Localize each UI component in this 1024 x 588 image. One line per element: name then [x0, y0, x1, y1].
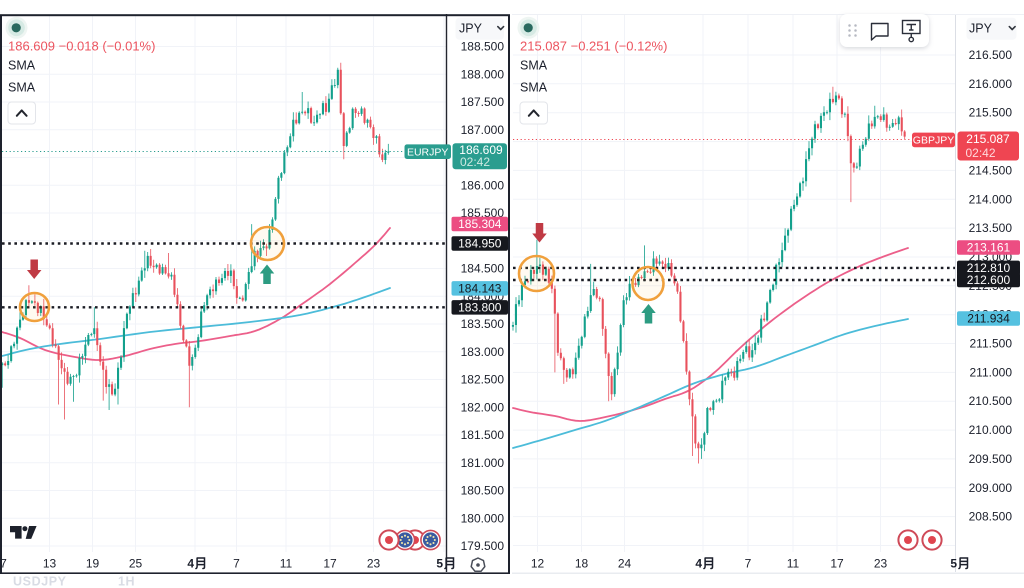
svg-text:213.161: 213.161	[967, 241, 1011, 255]
svg-text:JPY: JPY	[459, 22, 483, 36]
svg-text:181.000: 181.000	[461, 456, 505, 470]
svg-text:214.000: 214.000	[969, 192, 1013, 206]
svg-text:EURJPY: EURJPY	[407, 146, 448, 158]
svg-text:184.500: 184.500	[461, 262, 505, 276]
svg-text:181.500: 181.500	[461, 428, 505, 442]
svg-text:208.500: 208.500	[969, 510, 1013, 524]
svg-text:210.500: 210.500	[969, 394, 1013, 408]
svg-text:SMA: SMA	[520, 59, 548, 73]
svg-text:214.500: 214.500	[969, 163, 1013, 177]
svg-text:186.609 −0.018 (−0.01%): 186.609 −0.018 (−0.01%)	[8, 39, 155, 54]
svg-text:5: 5	[436, 557, 443, 571]
svg-text:7: 7	[233, 557, 240, 571]
svg-text:212.600: 212.600	[967, 273, 1011, 287]
svg-text:187.000: 187.000	[461, 123, 505, 137]
svg-text:184.143: 184.143	[458, 281, 502, 295]
svg-text:SMA: SMA	[8, 81, 36, 95]
svg-text:186.609: 186.609	[459, 143, 503, 157]
svg-text:18: 18	[575, 557, 589, 571]
svg-text:188.500: 188.500	[461, 40, 505, 54]
svg-text:25: 25	[129, 557, 143, 571]
svg-text:12: 12	[531, 557, 545, 571]
svg-text:1H: 1H	[118, 575, 135, 588]
svg-text:187.500: 187.500	[461, 95, 505, 109]
svg-text:188.000: 188.000	[461, 67, 505, 81]
svg-text:7: 7	[0, 557, 7, 571]
svg-text:24: 24	[618, 557, 632, 571]
svg-text:23: 23	[367, 557, 381, 571]
svg-text:183.000: 183.000	[461, 345, 505, 359]
svg-text:17: 17	[830, 557, 844, 571]
svg-text:19: 19	[86, 557, 100, 571]
svg-text:11: 11	[280, 557, 293, 571]
svg-text:213.500: 213.500	[969, 221, 1013, 235]
svg-text:JPY: JPY	[969, 22, 993, 36]
svg-text:17: 17	[323, 557, 337, 571]
svg-text:215.500: 215.500	[969, 106, 1013, 120]
svg-text:182.500: 182.500	[461, 373, 505, 387]
svg-text:210.000: 210.000	[969, 423, 1013, 437]
svg-text:212.810: 212.810	[967, 261, 1011, 275]
svg-text:02:42: 02:42	[460, 155, 490, 169]
svg-text:209.500: 209.500	[969, 452, 1013, 466]
svg-text:209.000: 209.000	[969, 481, 1013, 495]
svg-text:215.087: 215.087	[966, 132, 1010, 146]
svg-text:4: 4	[695, 557, 702, 571]
svg-text:SMA: SMA	[520, 81, 548, 95]
svg-text:184.950: 184.950	[458, 237, 502, 251]
svg-text:180.500: 180.500	[461, 484, 505, 498]
svg-text:11: 11	[787, 557, 800, 571]
svg-text:02:42: 02:42	[966, 146, 996, 160]
svg-text:185.304: 185.304	[458, 217, 502, 231]
svg-text:USDJPY: USDJPY	[13, 575, 67, 588]
svg-text:216.000: 216.000	[969, 77, 1013, 91]
svg-text:215.087 −0.251 (−0.12%): 215.087 −0.251 (−0.12%)	[520, 39, 667, 54]
svg-text:186.000: 186.000	[461, 178, 505, 192]
svg-text:211.934: 211.934	[967, 312, 1010, 326]
svg-text:23: 23	[874, 557, 888, 571]
svg-text:GBPJPY: GBPJPY	[913, 135, 954, 147]
svg-text:211.500: 211.500	[970, 337, 1013, 351]
svg-text:180.000: 180.000	[461, 511, 505, 525]
svg-text:179.500: 179.500	[461, 539, 505, 553]
svg-text:211.000: 211.000	[970, 365, 1013, 379]
svg-text:7: 7	[745, 557, 752, 571]
svg-text:183.500: 183.500	[461, 317, 505, 331]
svg-text:5: 5	[950, 557, 957, 571]
svg-text:SMA: SMA	[8, 59, 36, 73]
svg-text:185.500: 185.500	[461, 206, 505, 220]
svg-text:183.800: 183.800	[458, 300, 502, 314]
svg-text:216.500: 216.500	[969, 48, 1013, 62]
svg-text:4: 4	[187, 557, 194, 571]
svg-text:13: 13	[43, 557, 57, 571]
svg-text:182.000: 182.000	[461, 400, 505, 414]
